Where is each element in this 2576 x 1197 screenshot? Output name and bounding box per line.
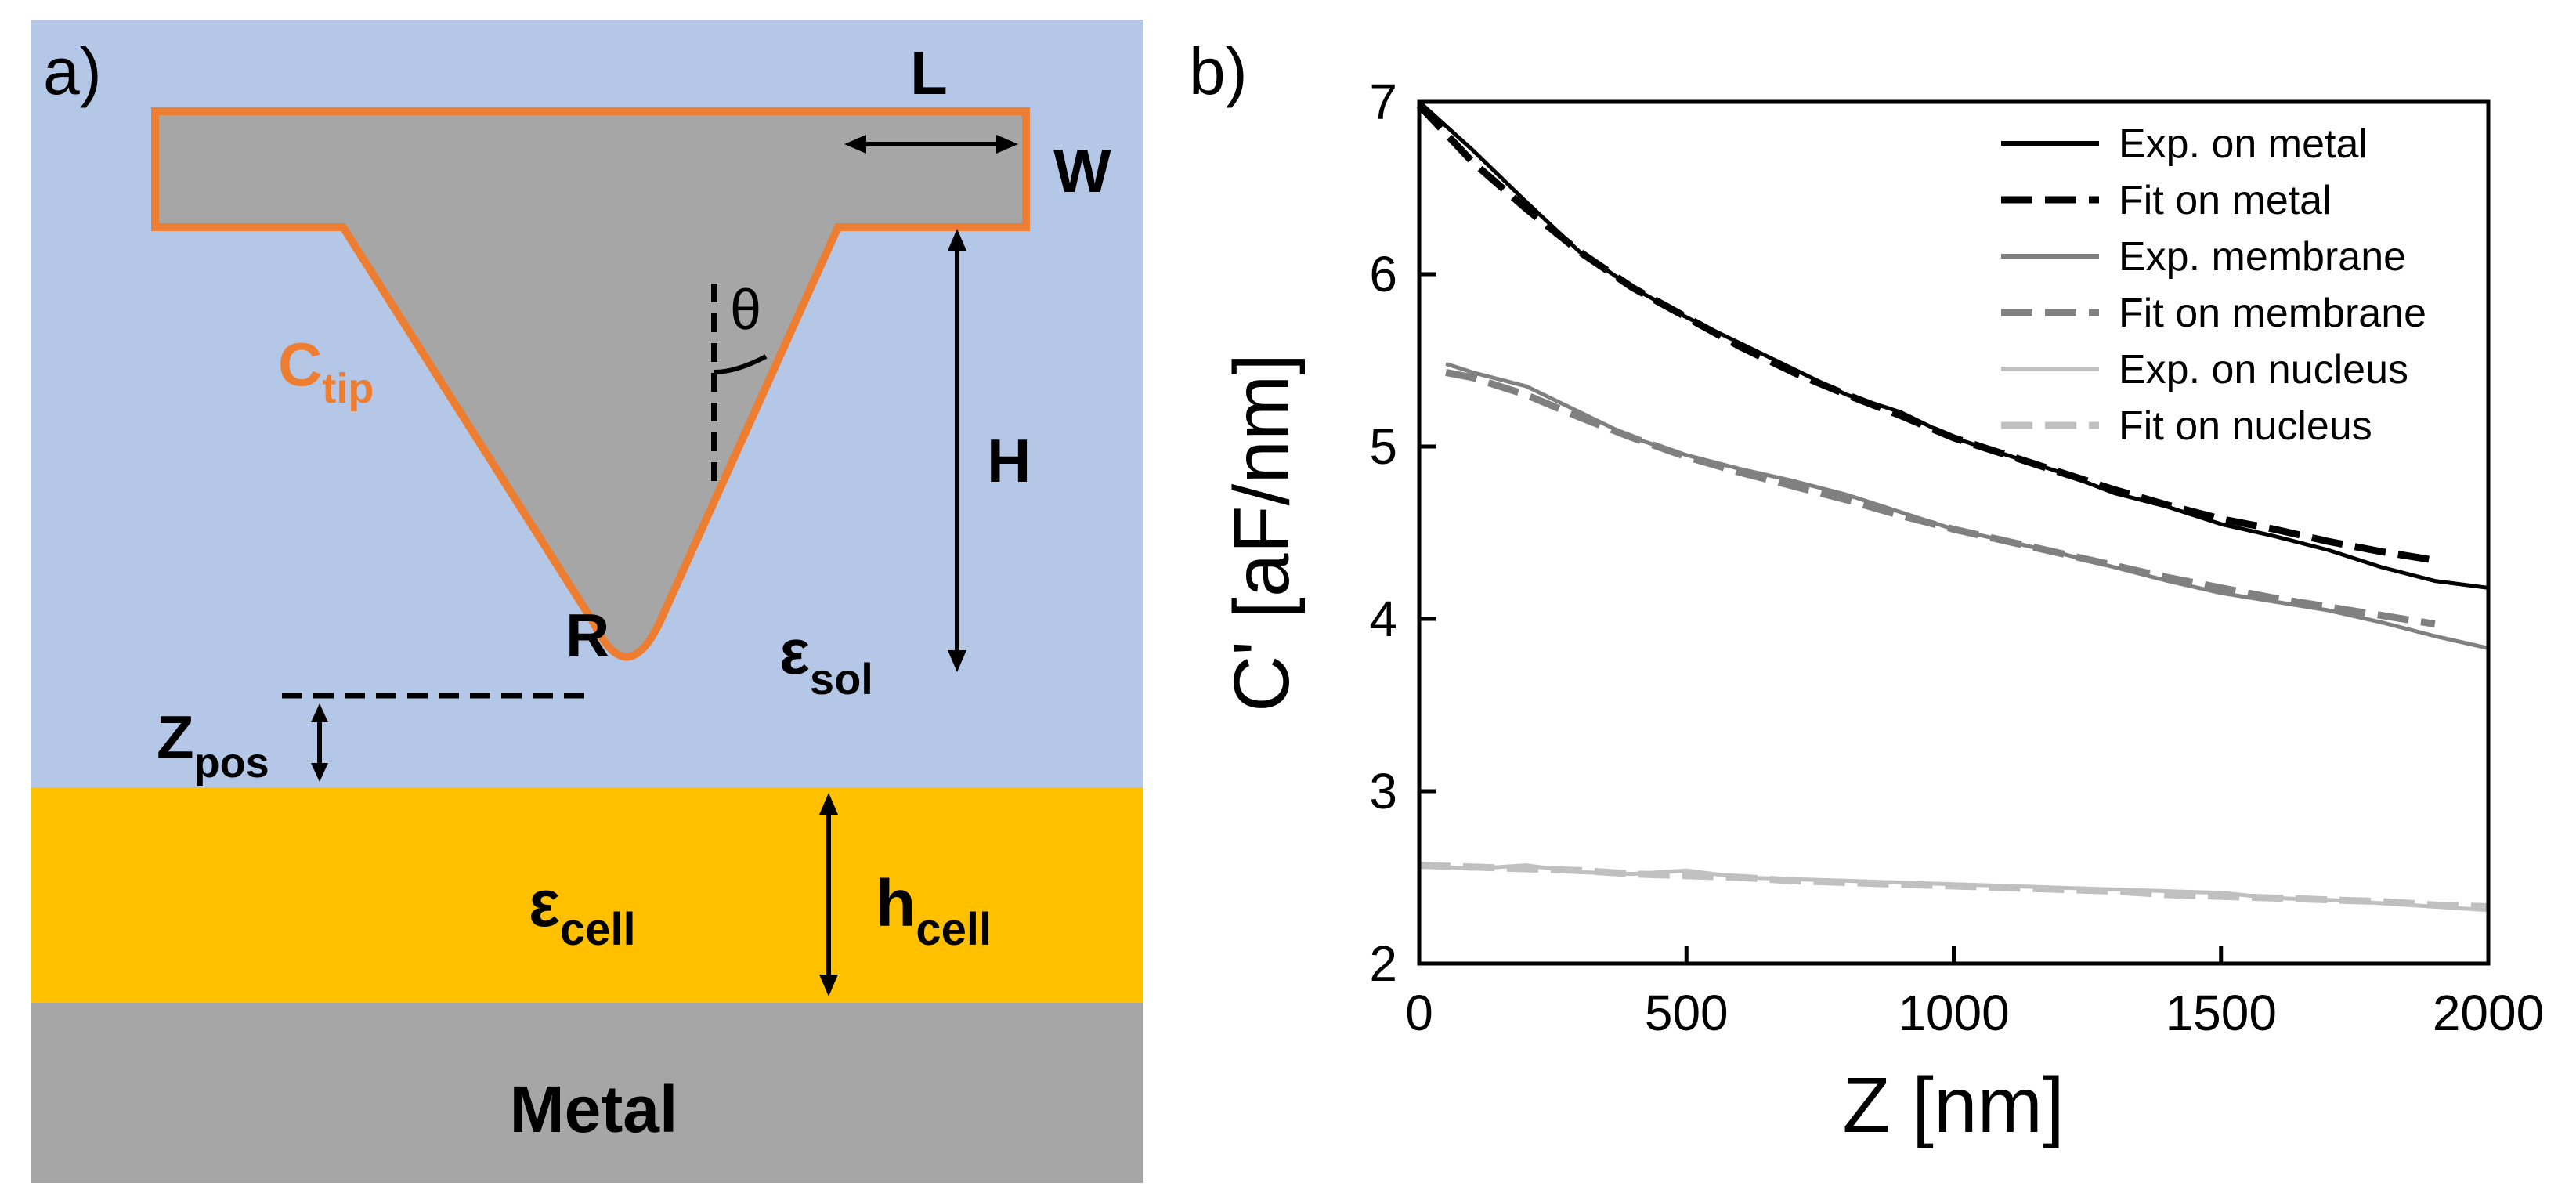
tip-position-main: Z	[157, 703, 194, 772]
tip-radius-label: R	[565, 601, 609, 670]
solution-permittivity-main: ε	[779, 617, 810, 688]
cell-height-main: h	[876, 866, 916, 940]
x-tick-label: 0	[1405, 985, 1433, 1041]
dimension-H-arrow	[948, 229, 966, 672]
dimension-L-label: L	[910, 38, 948, 107]
tip-capacitance-sub: tip	[322, 365, 374, 412]
cell-permittivity-label: εcell	[529, 866, 636, 955]
x-tick-label: 2000	[2433, 985, 2544, 1041]
series-line-4	[1445, 368, 2436, 628]
tip-position-sub: pos	[194, 740, 269, 787]
dimension-W-label: W	[1053, 136, 1111, 205]
legend-entry-label: Exp. on nucleus	[2119, 347, 2408, 392]
tip-position-label: Zpos	[157, 703, 269, 787]
legend-entry-label: Fit on membrane	[2119, 291, 2426, 336]
solution-permittivity-sub: sol	[810, 654, 873, 703]
solution-permittivity-label: εsol	[779, 617, 873, 703]
cell-layer	[31, 787, 1143, 1003]
chart-series-group	[1416, 100, 2489, 913]
x-tick-label: 500	[1645, 985, 1729, 1041]
cell-permittivity-main: ε	[529, 866, 560, 940]
legend-entry-label: Exp. on metal	[2119, 121, 2368, 167]
y-axis-label: C' [aF/nm]	[1218, 353, 1306, 712]
cell-height-sub: cell	[916, 904, 992, 955]
x-tick-label: 1000	[1898, 985, 2009, 1041]
legend-entry-label: Fit on metal	[2119, 178, 2332, 223]
cell-height-label: hcell	[876, 866, 992, 955]
panel-a-label: a)	[43, 34, 102, 108]
series-line-1	[1418, 100, 2489, 590]
zpos-arrow	[311, 703, 328, 782]
cell-permittivity-sub: cell	[560, 904, 636, 955]
legend-entry-label: Fit on nucleus	[2119, 403, 2372, 449]
legend-entry-label: Exp. membrane	[2119, 234, 2406, 280]
y-tick-label: 6	[1369, 246, 1397, 302]
x-axis-label: Z [nm]	[1842, 1061, 2064, 1149]
dimension-H-label: H	[987, 426, 1031, 495]
panel-b-chart: b) 0 500 1000 1500 2000 2 3 4 5 6 7 Exp. on metal F…	[1189, 34, 2544, 1149]
tip-shape	[151, 107, 1030, 661]
dimension-L-arrow	[844, 135, 1018, 154]
y-tick-label: 7	[1369, 74, 1397, 130]
tip-capacitance-main: C	[278, 330, 322, 399]
tip-capacitance-label: Ctip	[278, 330, 374, 412]
series-line-2	[1416, 103, 2436, 564]
y-tick-label: 3	[1369, 763, 1397, 819]
theta-arc	[714, 354, 768, 374]
chart-legend: Exp. on metal Fit on metal Exp. membrane Fi…	[2001, 121, 2426, 449]
chart-axes-group: 0 500 1000 1500 2000 2 3 4 5 6 7	[1369, 74, 2544, 1041]
panel-b-label: b)	[1189, 34, 1248, 108]
y-tick-label: 2	[1369, 935, 1397, 992]
y-tick-label: 5	[1369, 418, 1397, 475]
x-tick-label: 1500	[2166, 985, 2277, 1041]
y-tick-label: 4	[1369, 591, 1397, 647]
metal-substrate	[31, 1003, 1143, 1183]
series-line-6	[1418, 862, 2489, 910]
metal-label: Metal	[510, 1072, 678, 1146]
panel-a-diagram: L W H θ R Ctip εsol Zpos	[31, 20, 1143, 1183]
theta-label: θ	[730, 279, 761, 342]
cell-height-arrow	[819, 793, 838, 996]
